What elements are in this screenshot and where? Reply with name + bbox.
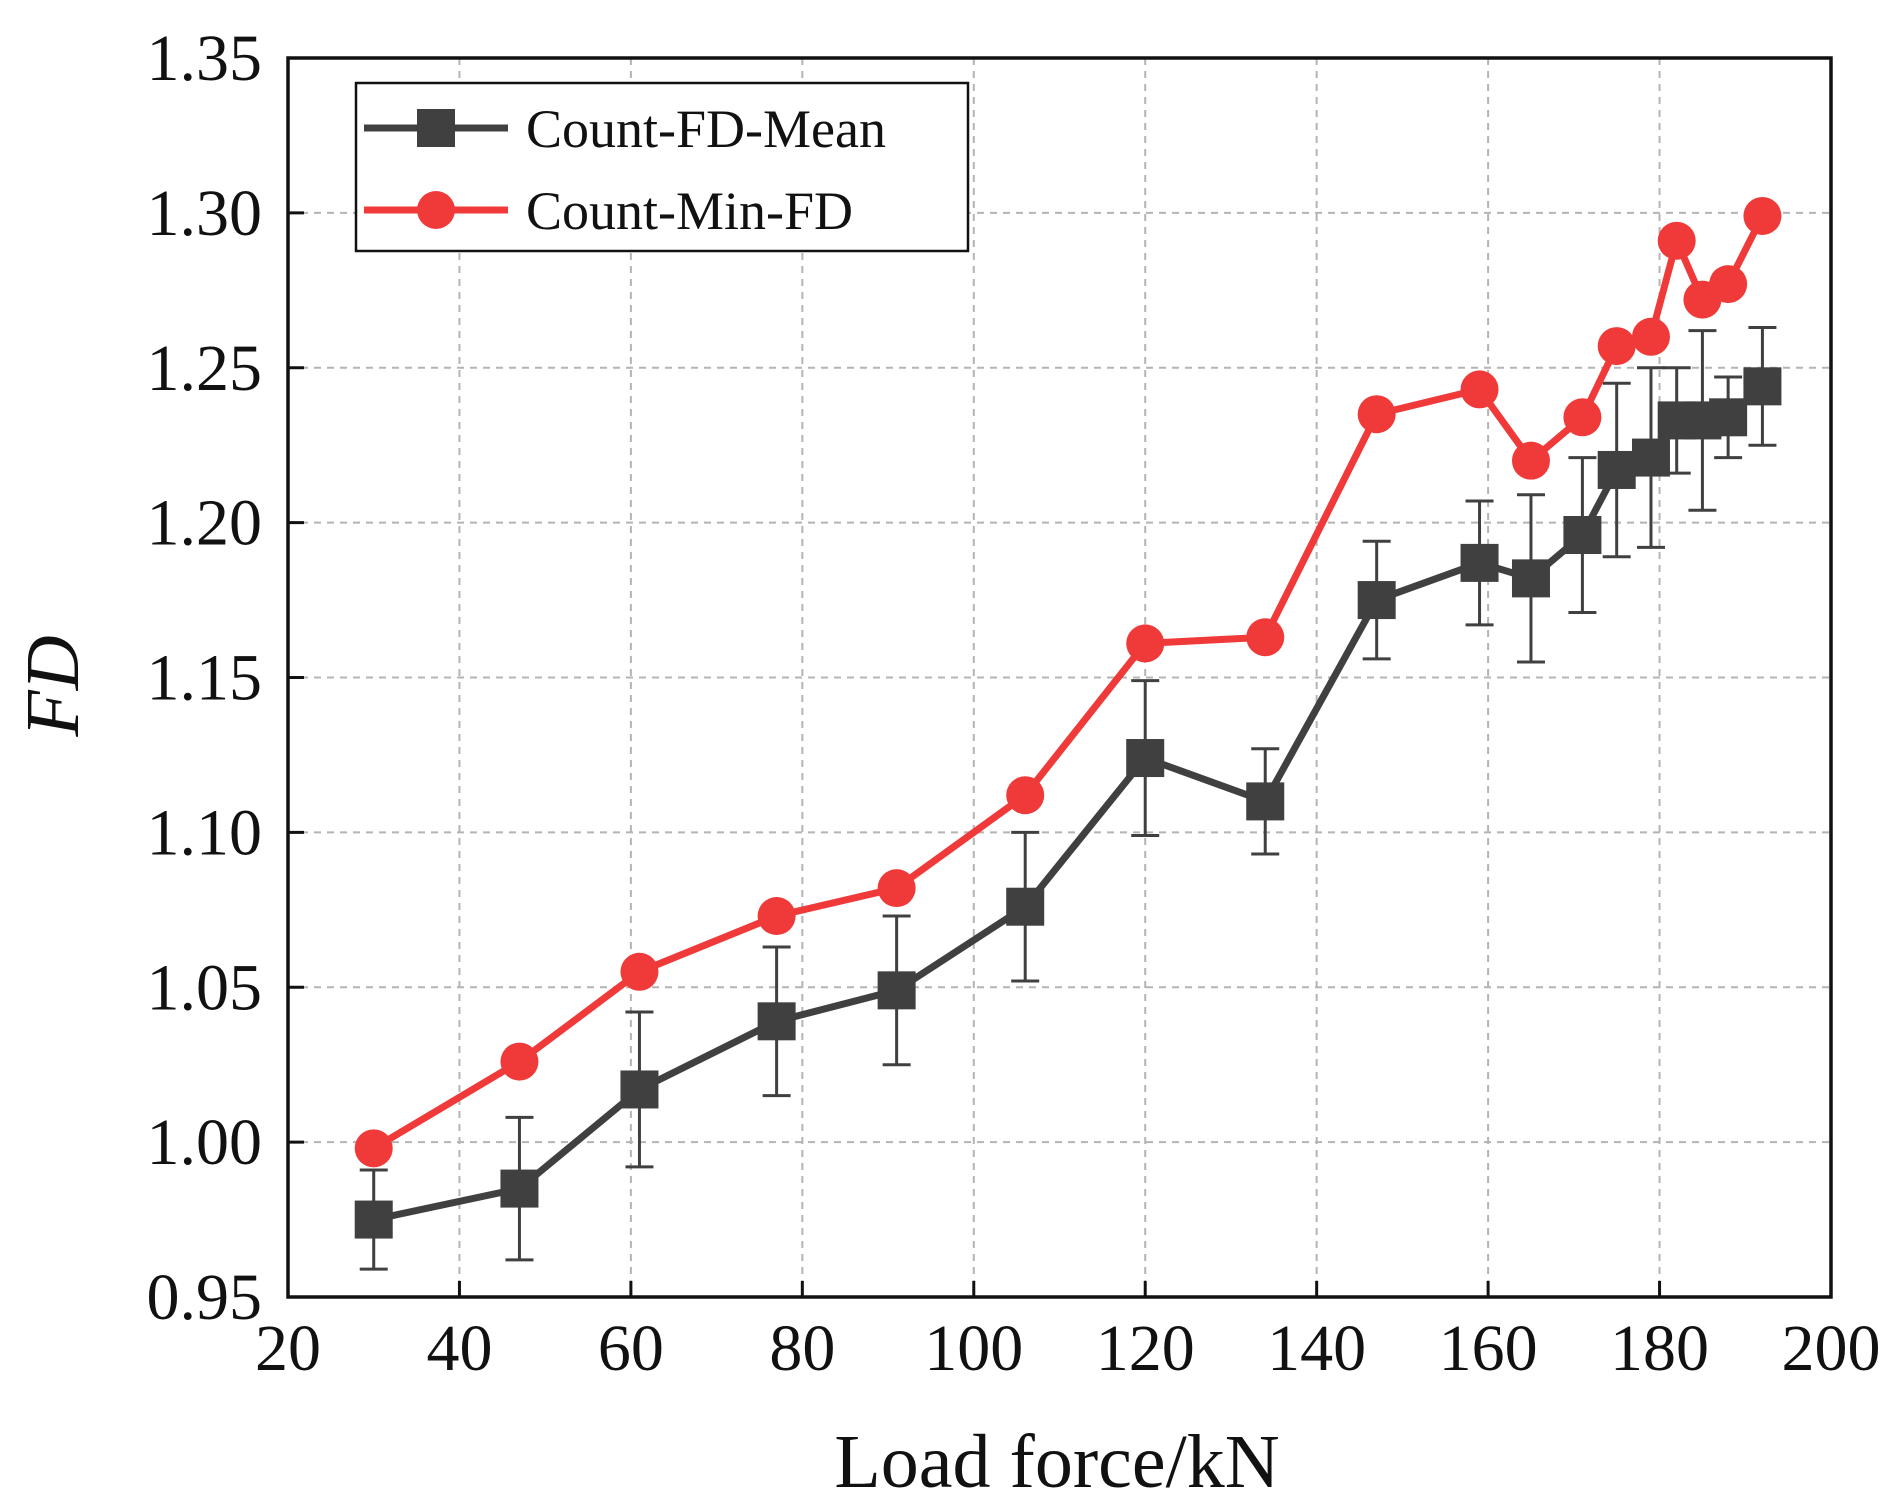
grid-layer: [288, 58, 1831, 1297]
data-point-circle: [757, 897, 796, 936]
data-point-square: [1006, 887, 1045, 926]
legend-item: Count-Min-FD: [364, 181, 853, 241]
series-line: [372, 383, 1765, 1224]
axis-layer: 20 40 60 80 100 120 140 160 180 200 0.95 1.00 1.05 1.…: [147, 22, 1881, 1385]
y-axis-title: FD: [11, 635, 95, 737]
data-point-square: [620, 1070, 659, 1109]
legend-circle-marker: [417, 191, 455, 229]
data-point-square: [1357, 581, 1396, 620]
x-tick-label: 100: [924, 1312, 1023, 1385]
data-point-square: [1709, 398, 1748, 437]
data-point-circle: [1006, 776, 1045, 815]
legend-label: Count-Min-FD: [526, 181, 853, 241]
data-point-square: [1126, 739, 1165, 778]
data-point-circle: [1597, 327, 1636, 366]
data-point-circle: [1709, 265, 1748, 304]
data-point-square: [500, 1169, 539, 1208]
data-point-circle: [1246, 618, 1285, 657]
data-point-square: [1631, 438, 1670, 477]
x-tick-label: 80: [769, 1312, 835, 1385]
data-point-circle: [1657, 221, 1696, 260]
x-tick-label: 140: [1267, 1312, 1366, 1385]
data-point-square: [1460, 543, 1499, 582]
x-tick-label: 200: [1782, 1312, 1881, 1385]
data-point-circle: [1511, 441, 1550, 480]
x-tick-label: 60: [598, 1312, 664, 1385]
data-point-circle: [1460, 370, 1499, 409]
x-tick-label: 160: [1439, 1312, 1538, 1385]
legend-square-marker: [417, 109, 455, 147]
data-point-circle: [354, 1129, 393, 1168]
data-point-square: [757, 1002, 796, 1041]
data-point-circle: [877, 869, 916, 908]
x-tick-label: 20: [255, 1312, 321, 1385]
y-tick-label: 0.95: [147, 1261, 263, 1334]
data-point-square: [877, 971, 916, 1010]
data-point-square: [1743, 367, 1782, 406]
data-point-circle: [500, 1042, 539, 1081]
data-point-circle: [1126, 624, 1165, 663]
y-tick-label: 1.10: [147, 796, 263, 869]
y-tick-label: 1.00: [147, 1106, 263, 1179]
data-point-circle: [620, 952, 659, 991]
x-tick-label: 40: [426, 1312, 492, 1385]
y-tick-label: 1.35: [147, 22, 263, 95]
data-point-square: [1563, 516, 1602, 555]
data-point-square: [1511, 559, 1550, 598]
data-point-circle: [1563, 398, 1602, 437]
series-count-min-fd: [354, 196, 1782, 1168]
legend-label: Count-FD-Mean: [526, 99, 886, 159]
data-point-circle: [1357, 395, 1396, 434]
x-axis-title: Load force/kN: [834, 1420, 1279, 1504]
y-tick-label: 1.05: [147, 951, 263, 1024]
data-point-circle: [1743, 196, 1782, 235]
data-point-square: [1597, 450, 1636, 489]
y-tick-label: 1.20: [147, 487, 263, 560]
y-tick-label: 1.15: [147, 642, 263, 715]
data-point-square: [1246, 782, 1285, 821]
y-tick-label: 1.25: [147, 332, 263, 405]
legend: Count-FD-Mean Count-Min-FD: [354, 81, 970, 253]
x-tick-label: 120: [1096, 1312, 1195, 1385]
x-tick-label: 180: [1610, 1312, 1709, 1385]
series-layer: [354, 196, 1782, 1271]
series-line: [371, 214, 1766, 1152]
series-count-fd-mean: [354, 325, 1782, 1271]
data-point-circle: [1631, 317, 1670, 356]
y-tick-label: 1.30: [147, 177, 263, 250]
legend-box: [354, 81, 970, 253]
data-point-square: [354, 1200, 393, 1239]
legend-item: Count-FD-Mean: [364, 99, 886, 159]
